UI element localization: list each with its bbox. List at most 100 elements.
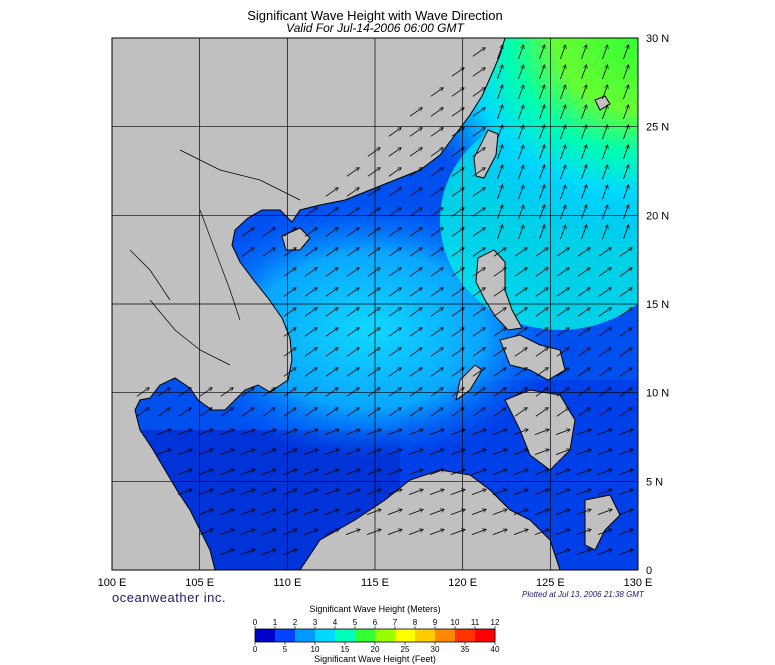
wave-arrow bbox=[534, 489, 549, 495]
wave-arrow bbox=[409, 248, 422, 257]
wave-arrow bbox=[367, 328, 380, 337]
wave-arrow bbox=[367, 308, 380, 317]
wave-arrow bbox=[367, 248, 380, 257]
wave-arrow bbox=[623, 65, 628, 80]
wave-arrow bbox=[602, 165, 607, 180]
wave-arrow bbox=[408, 489, 423, 495]
wave-arrow bbox=[325, 348, 338, 357]
wave-arrow bbox=[539, 185, 544, 200]
wave-arrow bbox=[198, 429, 213, 435]
wave-arrow bbox=[514, 308, 527, 317]
lat-label: 0 bbox=[646, 565, 652, 577]
wave-arrow bbox=[409, 228, 422, 237]
wave-arrow bbox=[451, 108, 464, 117]
wave-arrow bbox=[198, 509, 213, 515]
wave-arrow bbox=[619, 368, 632, 377]
wave-arrow bbox=[576, 509, 591, 515]
wave-arrow bbox=[513, 489, 528, 495]
wave-arrow bbox=[409, 288, 422, 297]
wave-arrow bbox=[471, 509, 486, 515]
wave-arrow bbox=[346, 248, 359, 257]
gridlines bbox=[112, 38, 638, 570]
wave-arrow bbox=[539, 125, 544, 140]
wave-arrow bbox=[345, 529, 360, 535]
wave-arrow bbox=[430, 128, 443, 137]
wave-arrow bbox=[602, 225, 607, 240]
wave-arrow bbox=[556, 328, 569, 337]
wave-arrow bbox=[560, 105, 565, 120]
chart-subtitle: Valid For Jul-14-2006 06:00 GMT bbox=[286, 21, 464, 35]
wave-arrow bbox=[493, 268, 506, 277]
wave-arrow bbox=[282, 529, 297, 535]
wave-arrow bbox=[409, 108, 422, 117]
wave-arrow bbox=[261, 429, 276, 435]
wave-arrow bbox=[388, 388, 401, 397]
wave-arrow bbox=[304, 268, 317, 277]
wave-arrow bbox=[346, 408, 359, 417]
wave-arrow bbox=[388, 348, 401, 357]
lat-labels: 0 5 N 10 N 15 N 20 N 25 N 30 N bbox=[646, 33, 669, 577]
wave-arrow bbox=[602, 205, 607, 220]
wave-arrow bbox=[518, 105, 523, 120]
wave-arrow bbox=[514, 388, 527, 397]
map-field bbox=[112, 38, 638, 570]
wave-arrow bbox=[240, 489, 255, 495]
wave-arrow bbox=[493, 248, 506, 257]
land-ryukyu bbox=[594, 95, 611, 111]
wave-arrow bbox=[535, 368, 548, 377]
wave-arrow bbox=[598, 368, 611, 377]
wave-arrow bbox=[198, 529, 213, 535]
wave-arrow bbox=[450, 429, 465, 435]
wave-arrow bbox=[619, 308, 632, 317]
wave-arrow bbox=[430, 308, 443, 317]
wave-arrow bbox=[199, 408, 212, 417]
wave-arrow bbox=[430, 368, 443, 377]
wave-arrow bbox=[581, 145, 586, 160]
wave-arrow bbox=[497, 45, 502, 60]
chart-title: Significant Wave Height with Wave Direct… bbox=[247, 8, 503, 23]
wave-arrow bbox=[472, 228, 485, 237]
wave-arrow bbox=[283, 328, 296, 337]
wave-arrow bbox=[219, 429, 234, 435]
wave-arrow bbox=[240, 509, 255, 515]
lat-label: 30 N bbox=[646, 33, 669, 45]
wave-arrow bbox=[282, 449, 297, 455]
wave-arrow bbox=[303, 509, 318, 515]
wave-arrow bbox=[492, 509, 507, 515]
wave-arrow bbox=[282, 509, 297, 515]
wave-arrow bbox=[556, 308, 569, 317]
wave-arrow bbox=[388, 248, 401, 257]
wave-arrow bbox=[451, 348, 464, 357]
wave-arrow bbox=[325, 248, 338, 257]
wave-arrow bbox=[619, 268, 632, 277]
wave-arrow bbox=[618, 549, 633, 555]
wave-arrow bbox=[409, 148, 422, 157]
land-taiwan bbox=[473, 129, 499, 179]
wave-arrow bbox=[619, 248, 632, 257]
wave-arrow bbox=[472, 368, 485, 377]
wave-arrow bbox=[324, 489, 339, 495]
wave-arrow bbox=[492, 529, 507, 535]
wave-arrow bbox=[472, 308, 485, 317]
wave-arrow bbox=[409, 368, 422, 377]
wave-arrow bbox=[493, 348, 506, 357]
wave-arrow bbox=[560, 205, 565, 220]
wave-arrow bbox=[178, 388, 191, 397]
wave-arrow bbox=[388, 328, 401, 337]
lat-label: 10 N bbox=[646, 388, 669, 400]
wave-arrow bbox=[581, 105, 586, 120]
wave-arrow bbox=[514, 248, 527, 257]
wave-arrow bbox=[497, 85, 502, 100]
wave-arrow bbox=[261, 509, 276, 515]
wave-arrow bbox=[283, 308, 296, 317]
wave-arrow bbox=[560, 145, 565, 160]
lon-label: 105 E bbox=[185, 577, 214, 589]
wave-arrow bbox=[513, 529, 528, 535]
wave-arrow bbox=[535, 408, 548, 417]
wave-arrow bbox=[472, 348, 485, 357]
wave-arrow bbox=[367, 388, 380, 397]
wave-arrow bbox=[262, 408, 275, 417]
wave-arrow bbox=[472, 268, 485, 277]
wave-arrow bbox=[581, 45, 586, 60]
wave-arrow bbox=[556, 368, 569, 377]
